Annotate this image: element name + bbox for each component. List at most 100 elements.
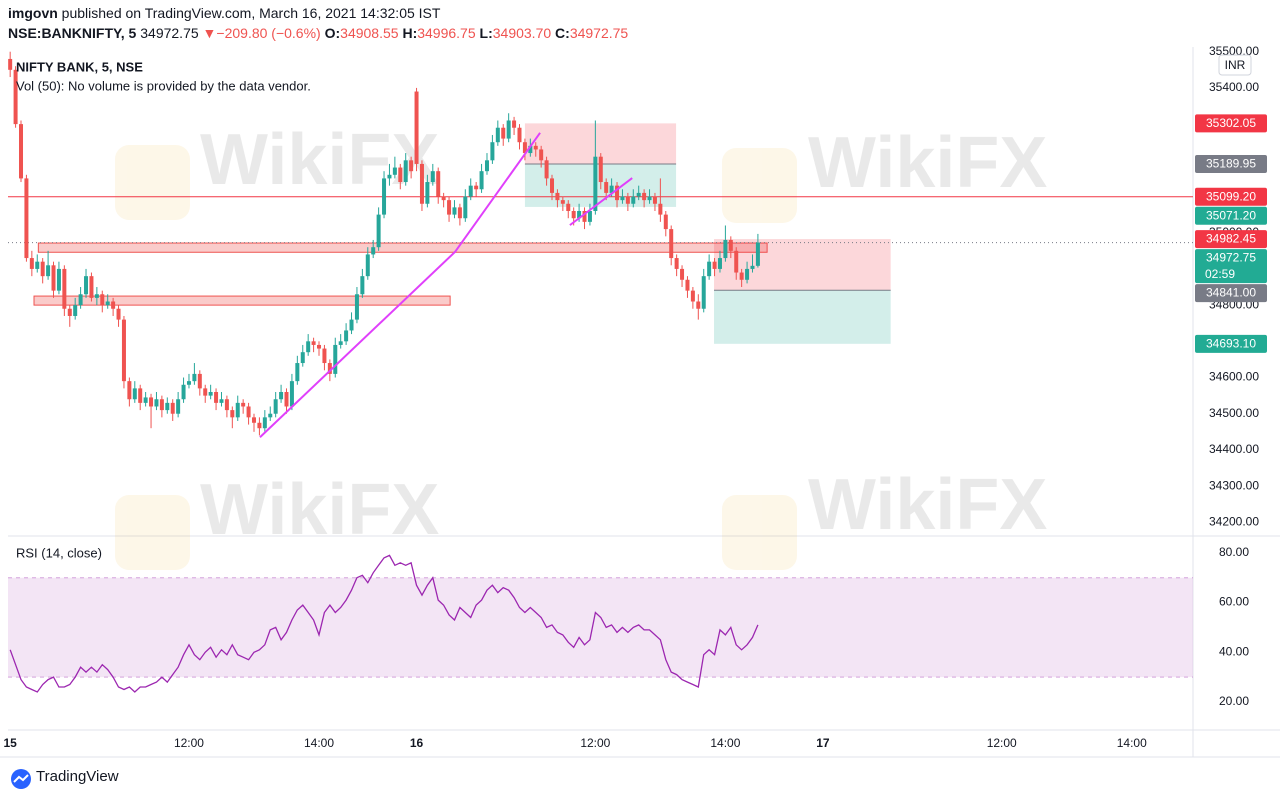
candle-body <box>566 203 571 211</box>
candle-body <box>598 156 603 183</box>
candle-body <box>268 413 273 418</box>
candle-body <box>203 388 208 396</box>
candle-body <box>392 167 397 175</box>
y-tick-label: 20.00 <box>1219 694 1249 708</box>
candle-body <box>615 185 620 201</box>
candle-body <box>121 319 126 382</box>
candle-body <box>495 127 500 143</box>
candle-body <box>712 261 717 269</box>
candle-body <box>728 239 733 251</box>
price-tag-label: 34972.75 <box>1206 251 1256 265</box>
x-tick-label: 15 <box>3 736 17 750</box>
candle-body <box>273 399 278 414</box>
rsi-line <box>9 554 759 693</box>
candle-body <box>279 392 284 400</box>
candle-body <box>176 399 181 414</box>
candle-body <box>717 258 722 269</box>
candle-body <box>29 258 34 269</box>
candle-body <box>8 58 13 70</box>
candle-body <box>398 167 403 183</box>
candle-body <box>419 163 424 204</box>
candle-body <box>197 373 202 389</box>
candle-body <box>186 381 191 385</box>
candle-body <box>750 265 755 269</box>
price-pane <box>8 51 1193 438</box>
countdown: 02:59 <box>1205 267 1235 281</box>
candle-body <box>425 182 430 204</box>
candle-body <box>652 196 657 204</box>
high-label: H: <box>402 25 418 41</box>
candle-body <box>658 203 663 215</box>
candle-body <box>138 388 143 403</box>
x-tick-label: 14:00 <box>710 736 740 750</box>
candle-body <box>430 171 435 183</box>
candle-body <box>696 301 701 309</box>
watermark: WikiFX <box>200 470 439 550</box>
candle-body <box>560 200 565 204</box>
low: 34903.70 <box>492 25 552 41</box>
candle-body <box>550 178 555 193</box>
candle-body <box>447 200 452 215</box>
candle-body <box>528 145 533 154</box>
candle-body <box>149 397 154 407</box>
target-zone <box>714 290 891 344</box>
y-tick-label: 35500.00 <box>1209 44 1259 58</box>
price-tag-label: 35099.20 <box>1206 189 1256 203</box>
candle-body <box>338 341 343 345</box>
candle-body <box>745 268 750 280</box>
candle-body <box>214 392 219 403</box>
candle-body <box>647 196 652 201</box>
y-tick-label: 34600.00 <box>1209 370 1259 384</box>
y-tick-label: 40.00 <box>1219 644 1249 658</box>
candle-body <box>593 156 598 211</box>
price-tag-label: 35302.05 <box>1206 116 1256 130</box>
close-label: C: <box>555 25 570 41</box>
candle-body <box>620 196 625 201</box>
candle-body <box>636 192 641 197</box>
candle-body <box>371 247 376 255</box>
candle-body <box>701 276 706 309</box>
candle-body <box>159 399 164 411</box>
candle-body <box>84 276 89 295</box>
candle-body <box>403 160 408 183</box>
candle-body <box>468 185 473 197</box>
candle-body <box>360 276 365 295</box>
y-tick-label: 80.00 <box>1219 545 1249 559</box>
watermarks: WikiFX WikiFX WikiFX WikiFX <box>115 120 1047 570</box>
candle-body <box>376 214 381 248</box>
candle-body <box>663 214 668 230</box>
candle-body <box>181 384 186 400</box>
x-tick-label: 16 <box>410 736 424 750</box>
trend-line <box>454 132 541 253</box>
x-tick-label: 12:00 <box>987 736 1017 750</box>
price-tag-label: 35071.20 <box>1206 208 1256 222</box>
candle-body <box>311 341 316 345</box>
watermark: WikiFX <box>808 123 1047 203</box>
candle-body <box>67 308 72 316</box>
candle-body <box>246 406 251 418</box>
candle-body <box>78 294 83 306</box>
trend-line <box>259 251 456 438</box>
candle-body <box>707 261 712 277</box>
candle-body <box>306 341 311 353</box>
price-tag <box>1195 154 1267 173</box>
candle-body <box>354 294 359 320</box>
currency: INR <box>1225 58 1246 72</box>
candle-body <box>192 373 197 382</box>
candle-body <box>501 127 506 139</box>
watermark: WikiFX <box>200 120 439 200</box>
currency-box <box>1218 54 1252 76</box>
candle-body <box>539 149 544 161</box>
symbol: NSE:BANKNIFTY, 5 <box>8 25 137 41</box>
candle-body <box>484 160 489 172</box>
candle-body <box>208 392 213 396</box>
candle-body <box>13 69 18 125</box>
candle-body <box>251 417 256 423</box>
brand: TradingView <box>36 768 119 785</box>
support-zone <box>33 295 451 306</box>
series-title: NIFTY BANK, 5, NSE <box>16 59 143 74</box>
candle-body <box>165 402 170 411</box>
price-tag <box>1195 187 1267 206</box>
